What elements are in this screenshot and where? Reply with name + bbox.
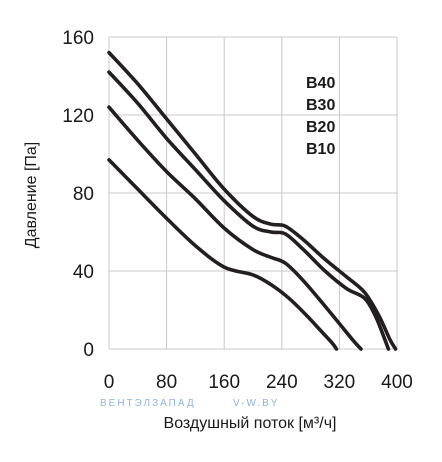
x-tick-labels: 0 80 160 240 320 400 bbox=[104, 372, 413, 393]
x-tick-label: 320 bbox=[324, 372, 356, 393]
series-line-b10 bbox=[107, 158, 339, 351]
legend-entry-b10: B10 bbox=[306, 141, 335, 158]
y-tick-label: 160 bbox=[62, 28, 94, 49]
y-tick-label: 120 bbox=[62, 106, 94, 127]
series-line-b30 bbox=[107, 70, 391, 351]
watermark-right: V-W.BY bbox=[233, 398, 279, 409]
y-axis-label: Давление [Па] bbox=[23, 142, 40, 249]
x-axis-label: Воздушный поток [м³/ч] bbox=[164, 415, 337, 432]
series-line-b40 bbox=[107, 50, 398, 351]
series-line-b20 bbox=[107, 105, 363, 351]
legend: B40 B30 B20 B10 bbox=[306, 75, 335, 158]
legend-entry-b40: B40 bbox=[306, 75, 335, 92]
y-tick-label: 0 bbox=[83, 340, 94, 361]
y-tick-label: 40 bbox=[73, 262, 94, 283]
legend-entry-b30: B30 bbox=[306, 97, 335, 114]
y-tick-labels: 0 40 80 120 160 bbox=[62, 28, 94, 361]
x-tick-label: 240 bbox=[266, 372, 298, 393]
x-tick-label: 80 bbox=[156, 372, 177, 393]
y-tick-label: 80 bbox=[73, 184, 94, 205]
x-tick-label: 400 bbox=[381, 372, 413, 393]
x-tick-label: 0 bbox=[104, 372, 115, 393]
legend-entry-b20: B20 bbox=[306, 119, 335, 136]
x-tick-label: 160 bbox=[208, 372, 240, 393]
watermark-left: ВЕНТЭЛЗАПАД bbox=[100, 398, 196, 409]
series-curves bbox=[107, 50, 398, 351]
grid bbox=[108, 36, 398, 350]
